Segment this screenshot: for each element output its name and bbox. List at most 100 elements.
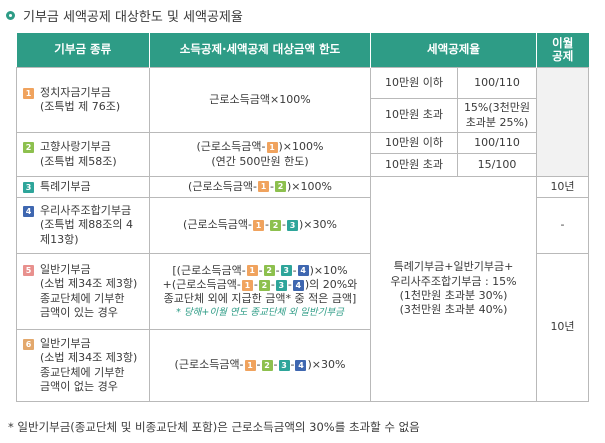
row4-carry: - bbox=[536, 197, 589, 254]
row5-name-line1: 일반기부금 bbox=[40, 262, 91, 276]
number-badge-icon: 1 bbox=[246, 265, 258, 277]
row5-limit-note: * 당해+이월 연도 종교단체 외 일반기부금 bbox=[176, 306, 344, 318]
row5-limit-line2-pre: +(근로소득금액- bbox=[162, 278, 241, 292]
table-row: 2 고향사랑기부금 (조특법 제58조) (근로소득금액- 1)×100% (연간… bbox=[16, 132, 589, 177]
row6-name-line3: 종교단체에 기부한 bbox=[40, 365, 125, 379]
merged-rate-line4: (3천만원 초과분 40%) bbox=[399, 303, 508, 317]
row6-name: 6 일반기부금 (소법 제34조 제3항) 종교단체에 기부한 금액이 없는 경… bbox=[16, 329, 150, 402]
row1-2-carry bbox=[536, 67, 589, 177]
row4-name-line1: 우리사주조합기부금 bbox=[40, 204, 132, 218]
row5-name-line4: 금액이 있는 경우 bbox=[40, 305, 118, 319]
row5-limit-line3: 종교단체 외에 지급한 금액* 중 적은 금액] bbox=[163, 292, 357, 306]
row5-limit: [(근로소득금액- 1-2-3-4)×10% +(근로소득금액- 1-2-3-4)의… bbox=[149, 253, 371, 330]
row1-name-line2: (조특법 제 76조) bbox=[40, 100, 121, 113]
row6-limit: (근로소득금액- 1-2-3-4)×30% bbox=[149, 329, 371, 402]
row1-tier2-rate: 15%(3천만원 초과분 25%) bbox=[457, 98, 537, 133]
deduction-table: 기부금 종류 소득공제·세액공제 대상금액 한도 세액공제율 이월 공제 1 정… bbox=[16, 33, 589, 402]
row4-limit: (근로소득금액- 1-2-3)×30% bbox=[149, 197, 371, 254]
row2-tier2-label: 10만원 초과 bbox=[370, 153, 458, 177]
number-badge-icon: 5 bbox=[23, 264, 34, 276]
merged-rate-line2: 우리사주조합기부금 : 15% bbox=[390, 274, 517, 288]
row2-limit-pre: (근로소득금액- bbox=[196, 140, 266, 154]
header-carry-line1: 이월 bbox=[552, 35, 574, 50]
number-badge-icon: 1 bbox=[241, 279, 253, 291]
row2-name: 2 고향사랑기부금 (조특법 제58조) bbox=[16, 132, 150, 177]
header-type: 기부금 종류 bbox=[16, 33, 150, 68]
row2-tier2-rate: 15/100 bbox=[457, 153, 537, 177]
row3-name-line1: 특례기부금 bbox=[40, 179, 91, 193]
row5-name: 5 일반기부금 (소법 제34조 제3항) 종교단체에 기부한 금액이 있는 경… bbox=[16, 253, 150, 330]
number-badge-icon: 3 bbox=[275, 279, 287, 291]
row1-tier2-rate-line2: 초과분 25%) bbox=[465, 115, 529, 129]
number-badge-icon: 1 bbox=[253, 219, 265, 231]
row3-carry: 10년 bbox=[536, 176, 589, 198]
number-badge-icon: 4 bbox=[23, 206, 34, 218]
number-badge-icon: 4 bbox=[295, 359, 307, 371]
merged-rate-line1: 특례기부금+일반기부금+ bbox=[393, 260, 514, 274]
row2-limit: (근로소득금액- 1)×100% (연간 500만원 한도) bbox=[149, 132, 371, 177]
row1-name-line1: 정치자금기부금 bbox=[40, 85, 111, 99]
number-badge-icon: 3 bbox=[278, 359, 290, 371]
row6-limit-pre: (근로소득금액- bbox=[174, 358, 244, 372]
row5-name-line2: (소법 제34조 제3항) bbox=[40, 277, 138, 291]
row6-name-line1: 일반기부금 bbox=[40, 336, 91, 350]
number-badge-icon: 2 bbox=[258, 279, 270, 291]
row2-tier1-rate: 100/110 bbox=[457, 132, 537, 154]
circle-bullet-icon bbox=[6, 10, 15, 20]
row5-limit-line1-pre: [(근로소득금액- bbox=[172, 263, 246, 277]
table-row: 1 정치자금기부금 (조특법 제 76조) 근로소득금액×100% 10만원 이… bbox=[16, 67, 589, 177]
row1-tier1-rate: 100/110 bbox=[457, 67, 537, 99]
row5-limit-line2-post: )의 20%와 bbox=[304, 278, 358, 292]
row3-limit-post: )×100% bbox=[287, 179, 332, 193]
header-row: 기부금 종류 소득공제·세액공제 대상금액 한도 세액공제율 이월 공제 bbox=[16, 33, 589, 68]
header-limit: 소득공제·세액공제 대상금액 한도 bbox=[149, 33, 371, 68]
row6-name-line4: 금액이 없는 경우 bbox=[40, 379, 118, 393]
number-badge-icon: 6 bbox=[23, 338, 34, 350]
header-carry: 이월 공제 bbox=[536, 33, 589, 68]
number-badge-icon: 1 bbox=[23, 87, 34, 99]
table-row: 10만원 초과 15/100 bbox=[17, 153, 589, 177]
number-badge-icon: 2 bbox=[23, 142, 34, 154]
table-row: 3 특례기부금 (근로소득금액- 1-2)×100% 특례기부금+일반기부금+ 우… bbox=[16, 176, 589, 402]
number-badge-icon: 2 bbox=[263, 265, 275, 277]
number-badge-icon: 2 bbox=[261, 359, 273, 371]
row3-name: 3 특례기부금 bbox=[16, 176, 150, 198]
row1-name: 1 정치자금기부금 (조특법 제 76조) bbox=[16, 67, 150, 133]
row3-limit-pre: (근로소득금액- bbox=[188, 179, 258, 193]
number-badge-icon: 1 bbox=[266, 141, 278, 153]
number-badge-icon: 1 bbox=[244, 359, 256, 371]
row4-limit-post: )×30% bbox=[298, 218, 337, 232]
number-badge-icon: 4 bbox=[292, 279, 304, 291]
row2-limit-post: )×100% bbox=[278, 140, 324, 154]
row2-name-line1: 고향사랑기부금 bbox=[40, 140, 111, 154]
header-rate: 세액공제율 bbox=[370, 33, 537, 68]
number-badge-icon: 1 bbox=[258, 181, 270, 193]
row3-limit: (근로소득금액- 1-2)×100% bbox=[149, 176, 371, 198]
merged-rate: 특례기부금+일반기부금+ 우리사주조합기부금 : 15% (1천만원 초과분 3… bbox=[370, 176, 537, 402]
row4-name: 4 우리사주조합기부금 (조특법 제88조의 4 제13항) bbox=[16, 197, 150, 254]
row4-limit-pre: (근로소득금액- bbox=[183, 218, 253, 232]
row1-tier2-label: 10만원 초과 bbox=[370, 98, 458, 133]
row2-limit-line2: (연간 500만원 한도) bbox=[211, 154, 309, 168]
number-badge-icon: 3 bbox=[280, 265, 292, 277]
header-carry-line2: 공제 bbox=[552, 49, 574, 63]
table-row: 4 우리사주조합기부금 (조특법 제88조의 4 제13항) (근로소득금액- 1… bbox=[16, 197, 589, 254]
title-text: 기부금 세액공제 대상한도 및 세액공제율 bbox=[23, 9, 243, 25]
row4-name-line2: (조특법 제88조의 4 bbox=[40, 218, 133, 232]
row2-tier1-label: 10만원 이하 bbox=[370, 132, 458, 154]
row6-name-line2: (소법 제34조 제3항) bbox=[40, 351, 138, 365]
table-row: 6 일반기부금 (소법 제34조 제3항) 종교단체에 기부한 금액이 없는 경… bbox=[16, 329, 589, 402]
footnote: * 일반기부금(종교단체 및 비종교단체 포함)은 근로소득금액의 30%를 초… bbox=[8, 420, 420, 434]
row1-limit: 근로소득금액×100% bbox=[149, 67, 371, 133]
number-badge-icon: 3 bbox=[23, 181, 34, 193]
row6-limit-post: )×30% bbox=[307, 358, 346, 372]
row5-limit-line1-post: )×10% bbox=[309, 263, 348, 277]
number-badge-icon: 2 bbox=[275, 181, 286, 193]
row4-name-line3: 제13항) bbox=[40, 232, 79, 246]
page-title: 기부금 세액공제 대상한도 및 세액공제율 bbox=[6, 6, 243, 25]
number-badge-icon: 4 bbox=[297, 265, 309, 277]
row1-tier1-label: 10만원 이하 bbox=[370, 67, 458, 99]
merged-rate-line3: (1천만원 초과분 30%) bbox=[399, 289, 508, 302]
number-badge-icon: 3 bbox=[286, 219, 298, 231]
number-badge-icon: 2 bbox=[270, 219, 281, 231]
